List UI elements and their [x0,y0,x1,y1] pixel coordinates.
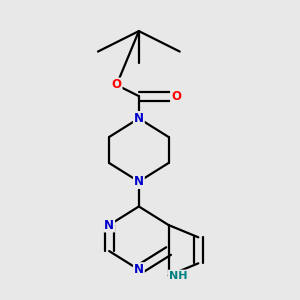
Text: N: N [134,263,144,276]
Text: NH: NH [169,271,187,281]
Text: N: N [104,218,114,232]
Text: O: O [171,90,181,103]
Text: O: O [112,79,122,92]
Text: N: N [134,175,144,188]
Text: N: N [134,112,144,125]
